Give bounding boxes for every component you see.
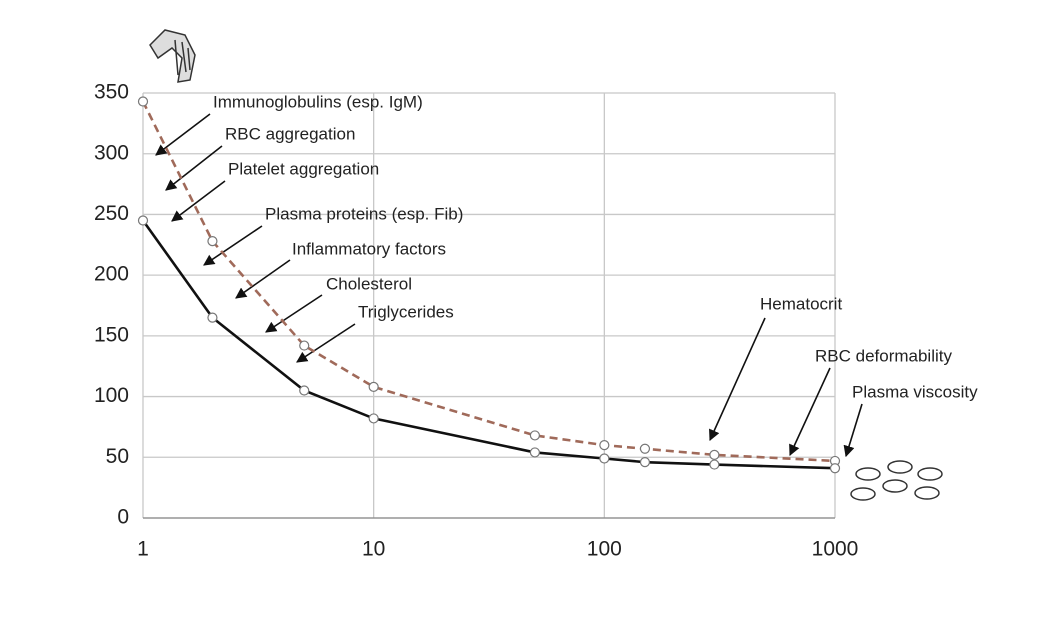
data-point (829, 463, 841, 474)
x-tick-label: 100 (587, 538, 622, 561)
data-point (709, 449, 720, 460)
annotation: Platelet aggregation (228, 159, 379, 178)
grid (142, 92, 836, 519)
data-point (599, 453, 610, 464)
annotation: RBC aggregation (225, 124, 355, 143)
annotation: Plasma proteins (esp. Fib) (265, 204, 463, 223)
cells-icon (850, 460, 943, 501)
data-point (207, 312, 218, 323)
data-point (207, 236, 218, 247)
data-point (529, 430, 540, 441)
data-point (137, 215, 149, 226)
x-tick-label: 10 (362, 538, 385, 561)
y-tick-label: 350 (94, 81, 129, 104)
series-line (141, 219, 836, 470)
y-tick-label: 0 (117, 506, 129, 529)
y-tick-label: 200 (94, 263, 129, 286)
data-point (299, 340, 310, 351)
y-tick-label: 250 (94, 202, 129, 225)
x-tick-label: 1000 (812, 538, 859, 561)
data-point (529, 447, 540, 458)
annotation: Cholesterol (326, 274, 412, 293)
x-tick-label: 1 (137, 538, 149, 561)
data-point (137, 96, 149, 107)
data-point (639, 457, 651, 468)
y-tick-label: 50 (106, 445, 129, 468)
data-point (299, 385, 310, 396)
data-point (368, 413, 379, 424)
vessel-icon (149, 29, 196, 83)
annotation: Plasma viscosity (852, 382, 978, 401)
data-point (639, 443, 651, 454)
annotation: Triglycerides (358, 302, 454, 321)
data-point (709, 459, 720, 470)
plot (137, 96, 841, 474)
annotation: Inflammatory factors (292, 239, 446, 258)
annotation: RBC deformability (815, 346, 952, 365)
data-point (368, 381, 379, 392)
annotation: Hematocrit (760, 294, 842, 313)
y-tick-label: 100 (94, 384, 129, 407)
y-tick-label: 150 (94, 323, 129, 346)
y-tick-label: 300 (94, 141, 129, 164)
series-line (141, 100, 836, 463)
arrows (155, 113, 863, 458)
data-point (599, 440, 610, 451)
annotation: Immunoglobulins (esp. IgM) (213, 92, 423, 111)
